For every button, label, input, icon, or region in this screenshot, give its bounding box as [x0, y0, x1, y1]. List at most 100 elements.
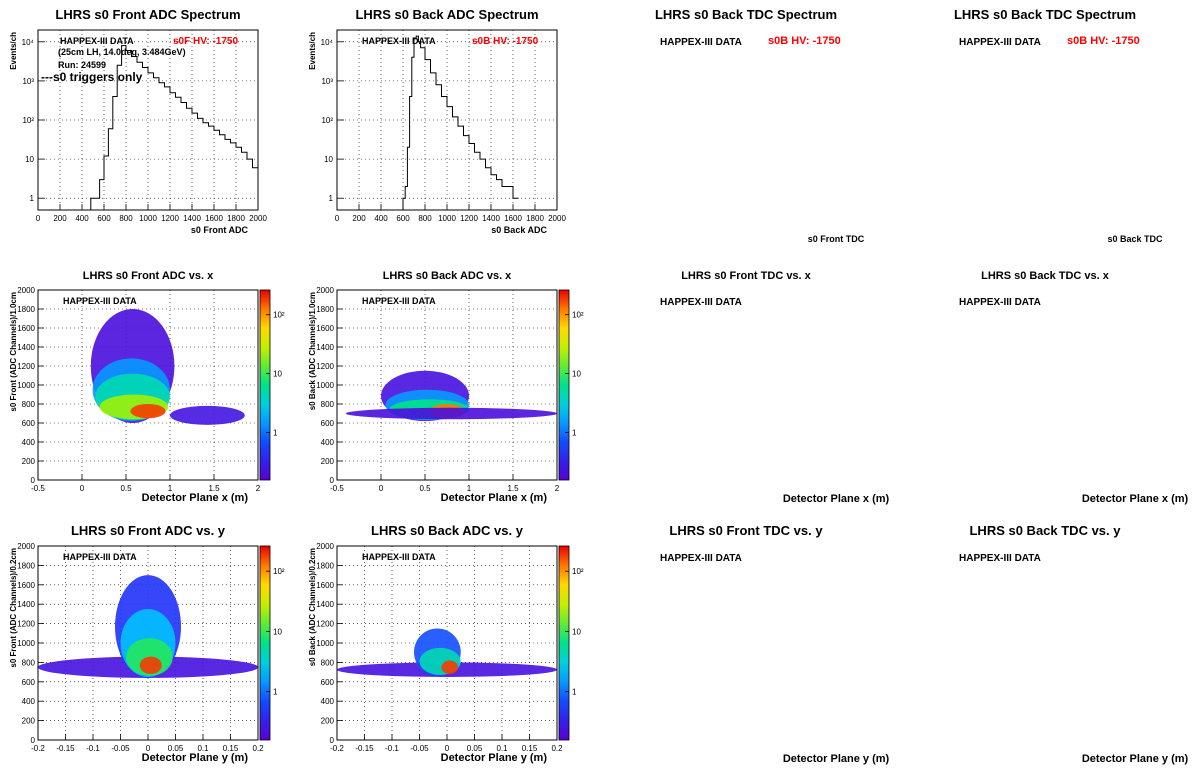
x-axis-label: s0 Back ADC — [491, 225, 547, 235]
x-tick-label: 2000 — [249, 214, 267, 223]
y-tick-label: 200 — [321, 457, 335, 466]
x-tick-label: 1400 — [482, 214, 500, 223]
y-tick-label: 1800 — [17, 561, 35, 570]
x-axis-label: Detector Plane y (m) — [441, 752, 548, 764]
annotation-label: ---s0 triggers only — [41, 70, 143, 84]
y-tick-label: 600 — [321, 678, 335, 687]
y-tick-label: 10³ — [22, 77, 34, 86]
x-tick-label: 0.05 — [168, 744, 184, 753]
y-tick-label: 2000 — [17, 542, 35, 551]
x-tick-label: 0.5 — [120, 484, 132, 493]
y-tick-label: 10⁴ — [321, 38, 334, 47]
y-tick-label: 1400 — [316, 343, 334, 352]
y-tick-label: 1000 — [17, 639, 35, 648]
annotation-label: HAPPEX-III DATA — [959, 297, 1041, 308]
x-tick-label: 0 — [146, 744, 151, 753]
panel-title: LHRS s0 Front ADC vs. y — [71, 523, 226, 538]
colorbar — [259, 545, 271, 741]
panel-p7: LHRS s0 Front TDC vs. x HAPPEX-III DATA De… — [660, 270, 890, 505]
colorbar-tick-label: 10² — [273, 311, 285, 320]
y-tick-label: 1400 — [17, 600, 35, 609]
annotation-label: Run: 24599 — [58, 60, 106, 70]
density-blob — [139, 656, 162, 675]
panel-p4: LHRS s0 Back TDC Spectrum HAPPEX-III DATA… — [954, 7, 1163, 244]
x-tick-label: 2 — [256, 484, 261, 493]
x-axis-label: Detector Plane x (m) — [441, 492, 548, 504]
x-tick-label: -0.5 — [31, 484, 45, 493]
colorbar-tick-label: 10 — [273, 370, 282, 379]
y-tick-label: 1800 — [17, 305, 35, 314]
y-tick-label: 0 — [31, 476, 36, 485]
heatmap-layer — [345, 370, 557, 422]
y-tick-label: 2000 — [316, 286, 334, 295]
colorbar — [558, 289, 570, 481]
hv-label: s0B HV: -1750 — [472, 36, 539, 47]
plot-frame-top — [336, 289, 558, 481]
x-tick-label: 1400 — [183, 214, 201, 223]
colorbar-tick-label: 10 — [572, 627, 581, 636]
x-tick-label: -0.5 — [330, 484, 344, 493]
x-tick-label: 2000 — [548, 214, 566, 223]
heatmap-layer — [337, 628, 557, 677]
x-tick-label: -0.05 — [410, 744, 429, 753]
y-tick-label: 1200 — [316, 620, 334, 629]
x-tick-label: 0.1 — [496, 744, 508, 753]
annotation-label: HAPPEX-III DATA — [959, 37, 1041, 48]
x-tick-label: -0.05 — [111, 744, 130, 753]
x-tick-label: 400 — [75, 214, 89, 223]
x-axis-label: Detector Plane x (m) — [142, 492, 249, 504]
x-tick-label: 0.05 — [467, 744, 483, 753]
x-tick-label: 200 — [352, 214, 366, 223]
panel-p3: LHRS s0 Back TDC Spectrum HAPPEX-III DATA… — [655, 7, 865, 244]
x-axis-label: s0 Front ADC — [191, 225, 249, 235]
y-tick-label: 800 — [321, 400, 335, 409]
panel-title: LHRS s0 Back TDC Spectrum — [954, 7, 1136, 22]
y-tick-label: 10³ — [321, 77, 333, 86]
x-tick-label: 0 — [379, 484, 384, 493]
hv-label: s0B HV: -1750 — [1067, 35, 1140, 47]
y-tick-label: 1600 — [316, 324, 334, 333]
x-tick-label: 600 — [97, 214, 111, 223]
panel-title: LHRS s0 Back ADC vs. y — [371, 523, 524, 538]
x-tick-label: 0.15 — [223, 744, 239, 753]
annotation-label: HAPPEX-III DATA — [60, 36, 134, 46]
x-tick-label: 1.5 — [507, 484, 519, 493]
annotation-label: HAPPEX-III DATA — [63, 296, 137, 306]
y-tick-label: 1600 — [316, 581, 334, 590]
y-tick-label: 800 — [22, 400, 36, 409]
hv-label: s0F HV: -1750 — [173, 36, 238, 47]
heatmap-layer — [90, 309, 245, 425]
x-tick-label: 0 — [445, 744, 450, 753]
annotation-label: HAPPEX-III DATA — [660, 297, 742, 308]
x-tick-label: 1 — [467, 484, 472, 493]
annotation-label: HAPPEX-III DATA — [362, 552, 436, 562]
panel-title: LHRS s0 Front TDC vs. x — [681, 270, 811, 282]
y-tick-label: 1400 — [316, 600, 334, 609]
annotation-label: (25cm LH, 14.0deg, 3.484GeV) — [58, 47, 186, 57]
y-tick-label: 2000 — [316, 542, 334, 551]
x-tick-label: 1200 — [460, 214, 478, 223]
x-tick-label: 0.1 — [197, 744, 209, 753]
panel-title: LHRS s0 Back TDC Spectrum — [655, 7, 837, 22]
density-blob — [441, 660, 458, 675]
annotation-label: HAPPEX-III DATA — [362, 36, 436, 46]
y-tick-label: 10 — [324, 155, 333, 164]
y-tick-label: 600 — [321, 419, 335, 428]
y-tick-label: 400 — [321, 438, 335, 447]
y-tick-label: 800 — [22, 658, 36, 667]
panel-title: LHRS s0 Front ADC vs. x — [83, 270, 214, 282]
x-tick-label: 0.15 — [522, 744, 538, 753]
y-axis-label: s0 Back (ADC Channels)/1.0cm — [308, 292, 317, 410]
y-tick-label: 1 — [329, 194, 334, 203]
spectrum-line — [90, 45, 259, 210]
hv-label: s0B HV: -1750 — [768, 35, 841, 47]
x-tick-label: 1800 — [227, 214, 245, 223]
y-tick-label: 200 — [22, 717, 36, 726]
x-axis-label: s0 Back TDC — [1107, 234, 1163, 244]
y-tick-label: 1800 — [316, 561, 334, 570]
panel-title: LHRS s0 Front TDC vs. y — [669, 523, 823, 538]
x-tick-label: 600 — [396, 214, 410, 223]
x-tick-label: 1200 — [161, 214, 179, 223]
x-tick-label: -0.1 — [385, 744, 399, 753]
